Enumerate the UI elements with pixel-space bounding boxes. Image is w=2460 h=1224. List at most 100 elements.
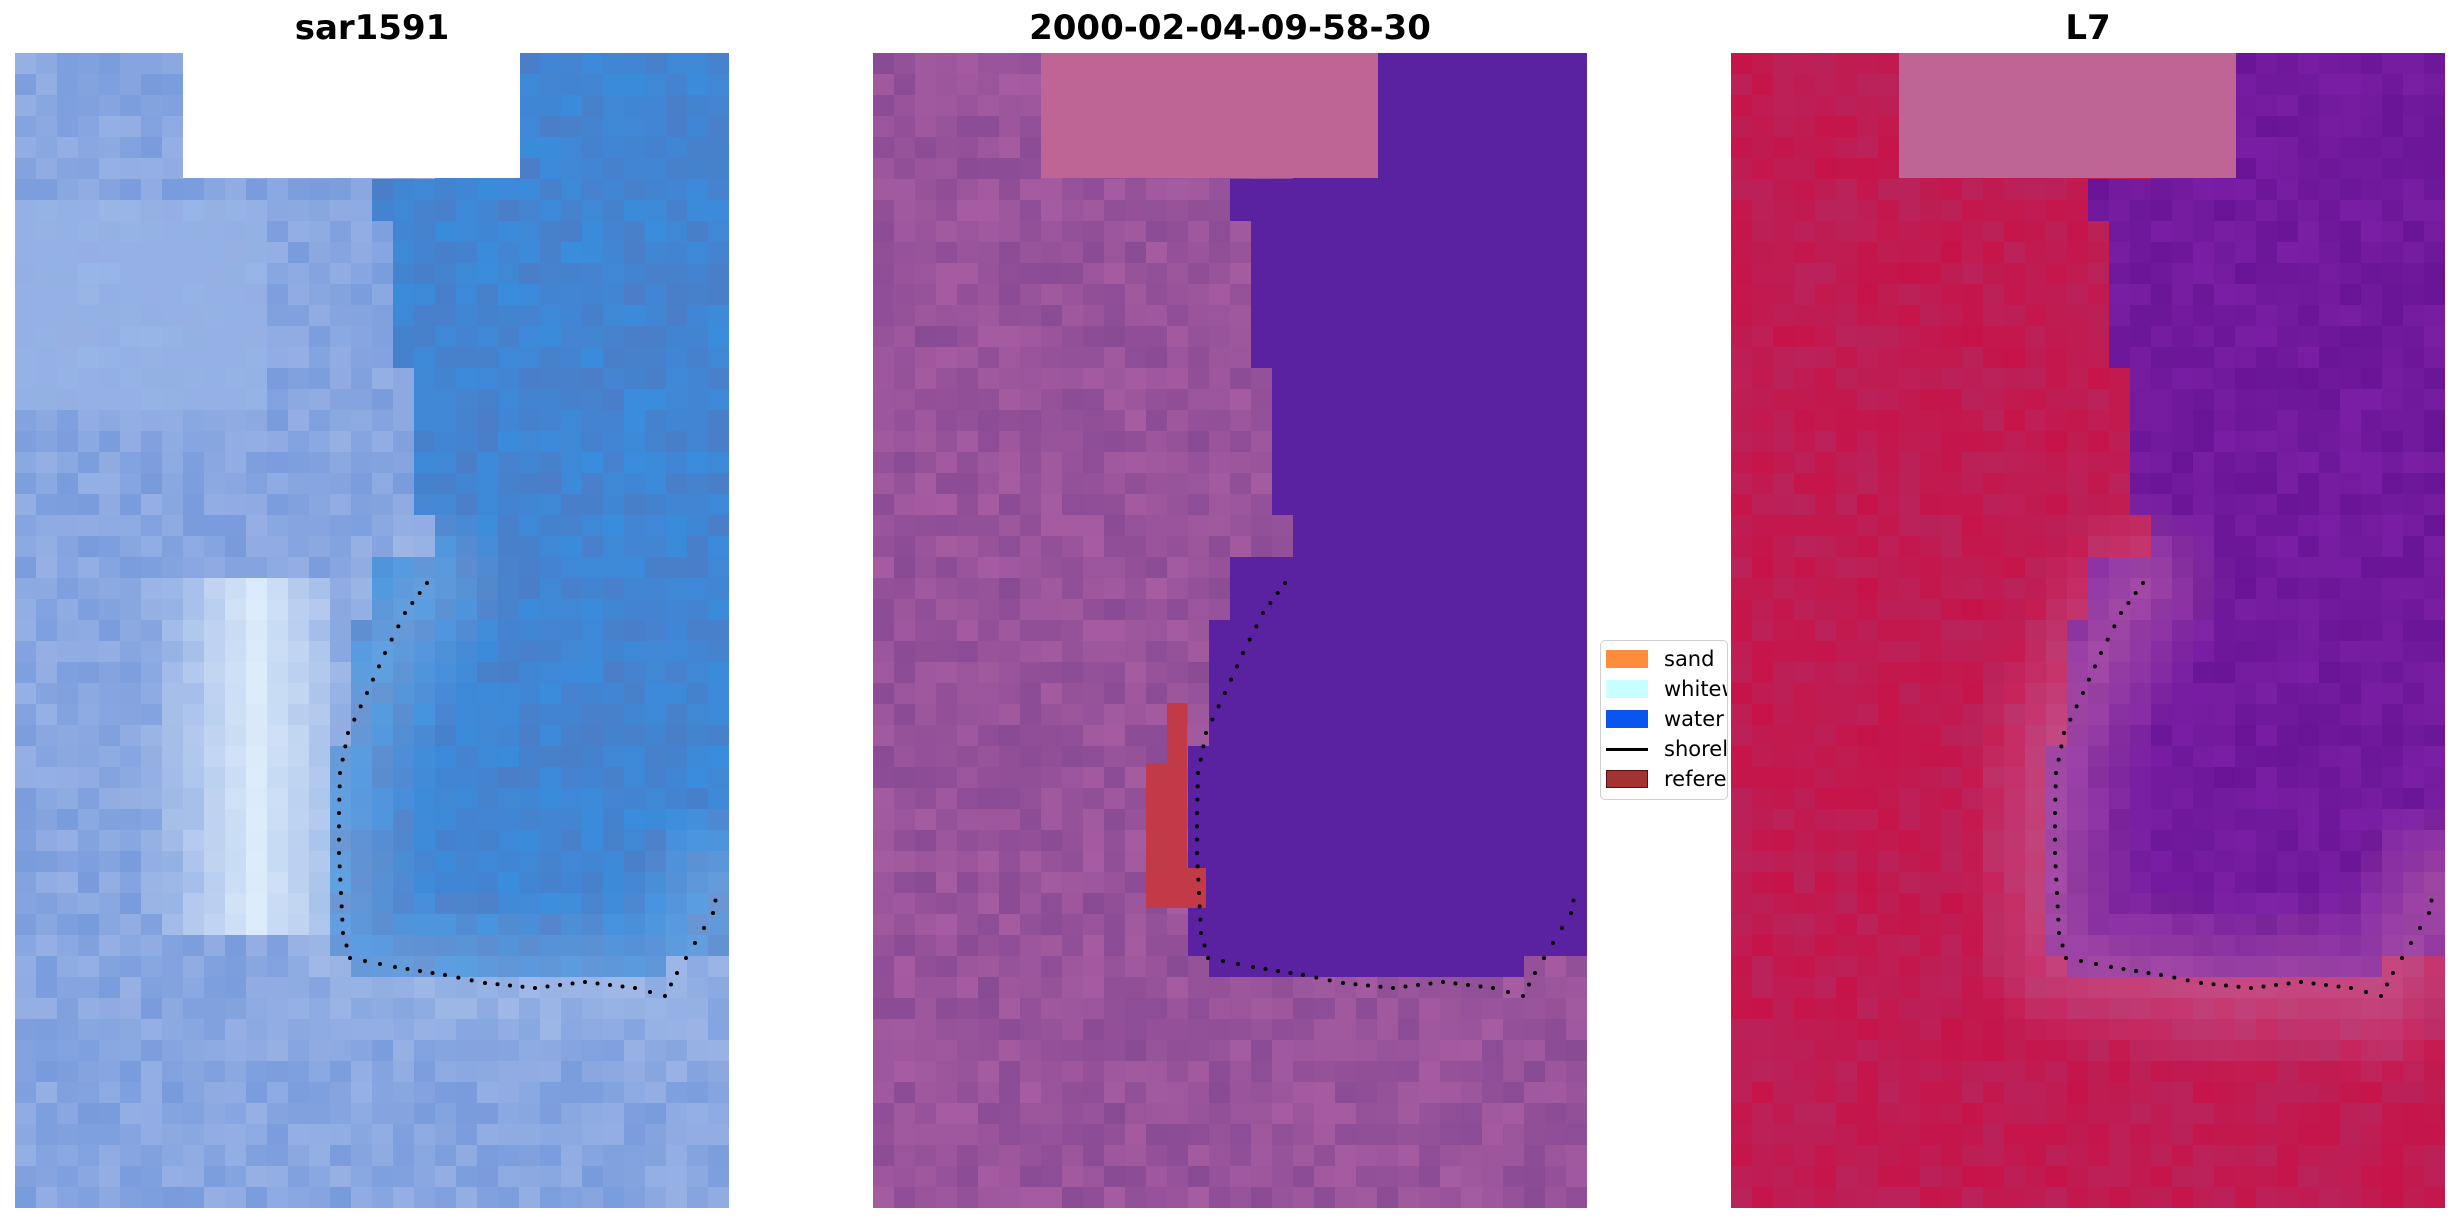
- shoreline-point: [363, 959, 367, 963]
- shoreline-point: [2056, 917, 2061, 922]
- shoreline-point: [1551, 941, 1555, 945]
- shoreline-point: [344, 943, 349, 948]
- shoreline-point: [608, 983, 612, 987]
- shoreline-point: [483, 981, 487, 985]
- legend-label: sand: [1664, 647, 1715, 671]
- shoreline-point: [2053, 824, 2057, 829]
- shoreline-point: [418, 969, 422, 973]
- shoreline-point: [2099, 651, 2103, 655]
- shoreline-point: [1195, 784, 1200, 789]
- shoreline-point: [2064, 956, 2068, 960]
- shoreline-point: [2211, 982, 2216, 987]
- shoreline-point: [669, 982, 673, 987]
- shoreline-point: [2379, 994, 2383, 998]
- shoreline-point: [403, 611, 407, 615]
- shoreline-point: [1206, 956, 1210, 960]
- shoreline-point: [1195, 864, 1200, 869]
- shoreline-point: [2054, 771, 2058, 775]
- shoreline-point: [1196, 877, 1201, 882]
- shoreline-point: [702, 926, 706, 930]
- shoreline-point: [2112, 624, 2117, 629]
- shoreline-point: [1196, 771, 1200, 775]
- shoreline-point: [2274, 983, 2278, 987]
- shoreline-point: [693, 941, 697, 945]
- shoreline-point: [2059, 744, 2064, 749]
- nodata-region: [1041, 53, 1378, 178]
- shoreline-point: [389, 637, 394, 642]
- shoreline-point: [583, 980, 587, 984]
- shoreline-point: [570, 981, 575, 986]
- shoreline-point: [337, 797, 342, 802]
- shoreline-point: [2261, 984, 2266, 989]
- shoreline-point: [340, 757, 345, 762]
- shoreline-point: [352, 717, 357, 722]
- shoreline-point: [469, 978, 474, 983]
- index-pixel-grid: [1731, 53, 2445, 1208]
- shoreline-point: [2429, 898, 2434, 903]
- shoreline-point: [1275, 591, 1280, 595]
- shoreline-point: [1197, 891, 1201, 895]
- shoreline-point: [338, 771, 342, 775]
- shoreline-point: [1478, 984, 1483, 989]
- shoreline-point: [1254, 624, 1259, 629]
- shoreline-point: [711, 911, 715, 915]
- shoreline-point: [337, 784, 342, 789]
- shoreline-point: [648, 990, 652, 994]
- rgb-image-panel: [15, 53, 729, 1208]
- shoreline-point: [396, 624, 401, 629]
- shoreline-point: [1251, 965, 1255, 969]
- shoreline-point: [1221, 959, 1225, 963]
- shoreline-point: [371, 677, 375, 682]
- shoreline-point: [2079, 959, 2083, 963]
- shoreline-points: [337, 581, 718, 998]
- shoreline-point: [365, 691, 369, 695]
- shoreline-point: [2087, 677, 2091, 682]
- shoreline-point: [1198, 917, 1203, 922]
- shoreline-point: [2054, 877, 2059, 882]
- shoreline-point: [2133, 591, 2138, 595]
- shoreline-point: [1416, 983, 1420, 987]
- shoreline-point: [1378, 984, 1383, 989]
- shoreline-point: [2349, 986, 2353, 990]
- shoreline-point: [1216, 704, 1221, 709]
- shoreline-point: [343, 744, 348, 749]
- shoreline-point: [663, 994, 667, 998]
- shoreline-point: [2055, 891, 2059, 895]
- shoreline-point: [2056, 757, 2061, 762]
- shoreline-point: [1391, 986, 1395, 990]
- shoreline-point: [1195, 797, 1200, 802]
- shoreline-point: [595, 981, 600, 986]
- shoreline-point: [2185, 978, 2190, 983]
- shoreline-point: [393, 965, 397, 969]
- shoreline-point: [339, 891, 343, 895]
- shoreline-point: [2249, 986, 2253, 990]
- shoreline-point: [348, 956, 352, 960]
- shoreline-point: [443, 973, 447, 977]
- shoreline-point: [1506, 990, 1510, 994]
- shoreline-point: [2094, 962, 2098, 966]
- shoreline-point: [2053, 851, 2057, 855]
- shoreline-point: [2299, 980, 2303, 984]
- legend-label: water: [1664, 707, 1724, 731]
- shoreline-point: [2119, 611, 2123, 615]
- shoreline-point: [2427, 911, 2431, 915]
- shoreline-point: [2172, 975, 2177, 980]
- shoreline-point: [558, 983, 562, 987]
- shoreline-point: [1199, 931, 1203, 935]
- shoreline-point: [2105, 637, 2110, 642]
- shoreline-point: [1491, 986, 1495, 990]
- shoreline-point: [2134, 969, 2138, 973]
- shoreline-point: [1210, 717, 1215, 722]
- shoreline-point: [2057, 931, 2061, 935]
- shoreline-point: [1341, 981, 1345, 985]
- shoreline-point: [2093, 664, 2097, 669]
- shoreline-point: [1428, 981, 1433, 986]
- shoreline-point: [339, 904, 344, 909]
- shoreline-point: [358, 704, 363, 709]
- nodata-region: [183, 53, 520, 178]
- shoreline-point: [425, 581, 429, 585]
- legend-label: shorel: [1664, 737, 1728, 761]
- shoreline-point: [1353, 982, 1358, 987]
